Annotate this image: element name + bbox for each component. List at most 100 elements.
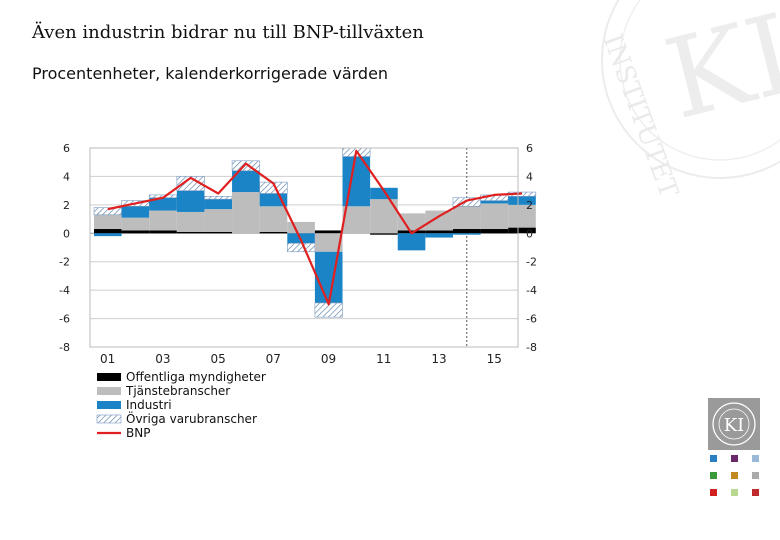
swatch (710, 489, 717, 496)
bar-tjanste-2002 (121, 217, 150, 231)
legend-label-offentliga: Offentliga myndigheter (126, 370, 266, 384)
axes: 6 6 4 4 2 2 0 0 -2 -2 -4 -4 -6 -6 -8 -8 01 03 05 07 09 11 13 15 (59, 142, 537, 366)
bar-offentliga-2007 (259, 231, 288, 234)
bar-tjanste-2016 (508, 204, 536, 228)
bar-tjanste-2012 (397, 213, 426, 231)
swatch (752, 472, 759, 479)
y-tick-label-right: -4 (526, 284, 537, 297)
legend-label-bnp: BNP (126, 426, 150, 440)
bar-tjanste-2014 (452, 206, 481, 230)
swatch (731, 455, 738, 462)
legend-swatch-tjanste (97, 387, 121, 395)
bar-ovriga-2005 (204, 196, 233, 200)
bar-tjanste-2010 (342, 206, 371, 234)
institute-seal-watermark: KI INSTITUTET (597, 0, 780, 200)
swatch (752, 455, 759, 462)
bar-tjanste-2003 (149, 210, 177, 231)
bar-industri-2014 (452, 233, 481, 235)
bar-tjanste-2005 (204, 209, 233, 232)
y-tick-label-right: -8 (526, 341, 537, 354)
legend: Offentliga myndigheterTjänstebranscherIn… (96, 370, 266, 440)
bar-ovriga-2007 (259, 181, 288, 194)
bar-tjanste-2009 (314, 233, 343, 252)
bnp-line-layer (107, 149, 523, 306)
legend-swatch-offentliga (97, 373, 121, 381)
legend-label-ovriga: Övriga varubranscher (126, 410, 257, 426)
bar-offentliga-2005 (204, 231, 233, 234)
y-tick-label-left: 0 (63, 227, 70, 240)
x-tick-label: 09 (321, 352, 336, 366)
y-tick-label-right: 6 (526, 142, 533, 155)
bar-offentliga-2004 (176, 231, 205, 234)
bar-tjanste-2004 (176, 211, 205, 232)
x-tick-label: 01 (100, 352, 115, 366)
y-tick-label-left: -6 (59, 313, 70, 326)
bar-offentliga-2016 (508, 227, 536, 234)
y-tick-label-right: 0 (526, 227, 533, 240)
ki-logo-monogram: KI (724, 415, 745, 436)
y-tick-label-left: -4 (59, 284, 70, 297)
y-tick-label-right: 2 (526, 199, 533, 212)
bar-industri-2005 (204, 199, 233, 210)
bar-industri-2012 (397, 233, 426, 251)
bar-tjanste-2007 (259, 206, 288, 232)
y-tick-label-left: -8 (59, 341, 70, 354)
legend-swatch-ovriga (96, 414, 122, 424)
swatch (731, 472, 738, 479)
bar-tjanste-2013 (425, 210, 453, 231)
swatch (752, 489, 759, 496)
y-tick-label-right: 4 (526, 170, 533, 183)
x-tick-label: 07 (266, 352, 281, 366)
bar-industri-2009 (314, 251, 343, 303)
bar-industri-2004 (176, 190, 205, 212)
swatch (731, 489, 738, 496)
y-tick-label-left: 4 (63, 170, 70, 183)
bar-offentliga-2009 (314, 230, 343, 234)
y-tick-label-left: 6 (63, 142, 70, 155)
legend-label-industri: Industri (126, 398, 172, 412)
y-tick-label-left: 2 (63, 199, 70, 212)
bar-tjanste-2006 (232, 192, 260, 234)
plot-frame (89, 147, 519, 348)
bar-offentliga-2014 (452, 229, 481, 234)
bar-ovriga-2008 (286, 242, 316, 253)
bar-offentliga-2015 (480, 229, 509, 234)
legend-swatch-industri (97, 401, 121, 409)
y-tick-label-right: -2 (526, 256, 537, 269)
ki-logo: KI (708, 398, 760, 450)
chart-title: Även industrin bidrar nu till BNP-tillvä… (32, 22, 424, 43)
bars (93, 147, 537, 318)
y-tick-label-left: -2 (59, 256, 70, 269)
bar-industri-2002 (121, 206, 150, 218)
bar-offentliga-2003 (149, 230, 177, 234)
bar-industri-2006 (232, 170, 260, 193)
bar-offentliga-2013 (425, 230, 453, 234)
bar-tjanste-2008 (287, 221, 315, 234)
x-tick-label: 05 (210, 352, 225, 366)
x-tick-label: 11 (376, 352, 391, 366)
bar-industri-2013 (425, 233, 453, 238)
bar-industri-2001 (94, 233, 122, 237)
x-tick-label: 15 (487, 352, 502, 366)
bar-offentliga-2011 (370, 233, 398, 235)
legend-label-tjanste: Tjänstebranscher (125, 384, 230, 398)
bar-industri-2011 (370, 187, 398, 200)
bar-tjanste-2001 (94, 214, 122, 230)
bar-tjanste-2015 (480, 203, 509, 230)
swatch (710, 455, 717, 462)
x-tick-label: 13 (431, 352, 446, 366)
chart-subtitle: Procentenheter, kalenderkorrigerade värd… (32, 64, 389, 83)
y-tick-label-right: -6 (526, 313, 537, 326)
bar-offentliga-2002 (121, 230, 150, 234)
bar-ovriga-2006 (231, 160, 260, 172)
bnp-line (107, 149, 523, 306)
color-swatch-grid (710, 455, 759, 496)
bar-industri-2003 (149, 197, 177, 211)
bar-industri-2015 (480, 200, 509, 204)
swatch (710, 472, 717, 479)
x-tick-label: 03 (155, 352, 170, 366)
bar-ovriga-2004 (176, 176, 205, 191)
bar-offentliga-2001 (94, 229, 122, 234)
bar-industri-2016 (508, 196, 536, 205)
